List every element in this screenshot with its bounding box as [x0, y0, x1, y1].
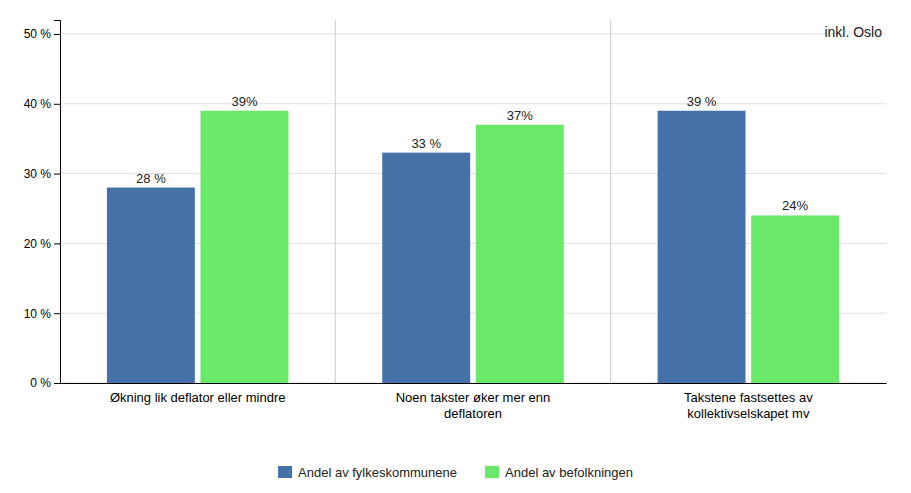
- y-tick-mark: [54, 243, 60, 244]
- chart-svg: 28 % 33 % 39 % 39% 37% 24% 0 % 10 % 20 % 30 % 40 %…: [0, 0, 911, 493]
- y-tick-label: 30 %: [24, 167, 52, 181]
- y-tick-label: 20 %: [24, 237, 52, 251]
- y-tick-label: 0 %: [30, 376, 51, 390]
- grid-line: [60, 33, 886, 34]
- grid-line: [60, 103, 886, 104]
- bar: [476, 125, 564, 383]
- x-tick: Økning lik deflator eller mindre: [110, 390, 286, 405]
- bar-series: [200, 111, 839, 383]
- bar: [107, 188, 195, 383]
- x-tick-label: Noen takster øker mer enndeflatoren: [396, 390, 551, 421]
- group-separator: [335, 20, 336, 383]
- legend: Andel av fylkeskommunene Andel av befolkn…: [278, 465, 633, 480]
- annotation: inkl. Oslo: [824, 24, 882, 40]
- y-axis-line: [54, 21, 61, 384]
- x-tick: Noen takster øker mer enndeflatoren: [396, 390, 551, 421]
- legend-item: Andel av fylkeskommunene: [278, 465, 457, 480]
- legend-swatch: [485, 466, 499, 478]
- y-tick: 0 %: [30, 376, 60, 390]
- y-tick-mark: [54, 383, 60, 384]
- y-tick-mark: [54, 34, 60, 35]
- y-tick-mark: [54, 174, 60, 175]
- y-axis: 0 % 10 % 20 % 30 % 40 % 50 %: [24, 21, 61, 391]
- data-label: 28 %: [136, 171, 166, 186]
- bar: [751, 215, 839, 383]
- data-label: 37%: [507, 108, 533, 123]
- chart-container: 28 % 33 % 39 % 39% 37% 24% 0 % 10 % 20 % 30 % 40 %…: [0, 0, 911, 493]
- plot: 28 % 33 % 39 % 39% 37% 24% 0 % 10 % 20 % 30 % 40 %…: [24, 20, 887, 421]
- grid: [60, 34, 886, 383]
- x-axis: Økning lik deflator eller mindre Noen tak…: [61, 384, 887, 421]
- x-tick-label: Økning lik deflator eller mindre: [110, 390, 286, 405]
- bar-series: [107, 111, 746, 383]
- x-tick-label: Takstene fastsettes avkollektivselskapet…: [684, 390, 813, 421]
- y-tick: 10 %: [24, 307, 60, 321]
- y-tick-mark: [54, 313, 60, 314]
- legend-swatch: [278, 466, 292, 478]
- y-tick: 20 %: [24, 237, 60, 251]
- data-label: 24%: [782, 198, 808, 213]
- x-axis-line: [61, 383, 887, 384]
- bar: [658, 111, 746, 383]
- legend-label: Andel av befolkningen: [505, 465, 633, 480]
- data-labels: 28 % 33 % 39 % 39% 37% 24%: [136, 94, 808, 214]
- group-separators: [335, 20, 610, 383]
- data-label: 39%: [231, 94, 257, 109]
- y-tick: 30 %: [24, 167, 60, 181]
- bar: [382, 153, 470, 383]
- legend-label: Andel av fylkeskommunene: [298, 465, 457, 480]
- y-tick-label: 50 %: [24, 27, 52, 41]
- bars: [107, 111, 839, 383]
- y-tick-mark: [54, 104, 60, 105]
- grid-line: [60, 173, 886, 174]
- legend-item: Andel av befolkningen: [485, 465, 633, 480]
- y-tick: 40 %: [24, 97, 60, 111]
- y-tick-label: 10 %: [24, 307, 52, 321]
- bar: [200, 111, 288, 383]
- y-tick: 50 %: [24, 27, 60, 41]
- x-tick: Takstene fastsettes avkollektivselskapet…: [684, 390, 813, 421]
- data-label: 33 %: [411, 136, 441, 151]
- y-tick-label: 40 %: [24, 97, 52, 111]
- data-label: 39 %: [687, 94, 717, 109]
- group-separator: [610, 20, 611, 383]
